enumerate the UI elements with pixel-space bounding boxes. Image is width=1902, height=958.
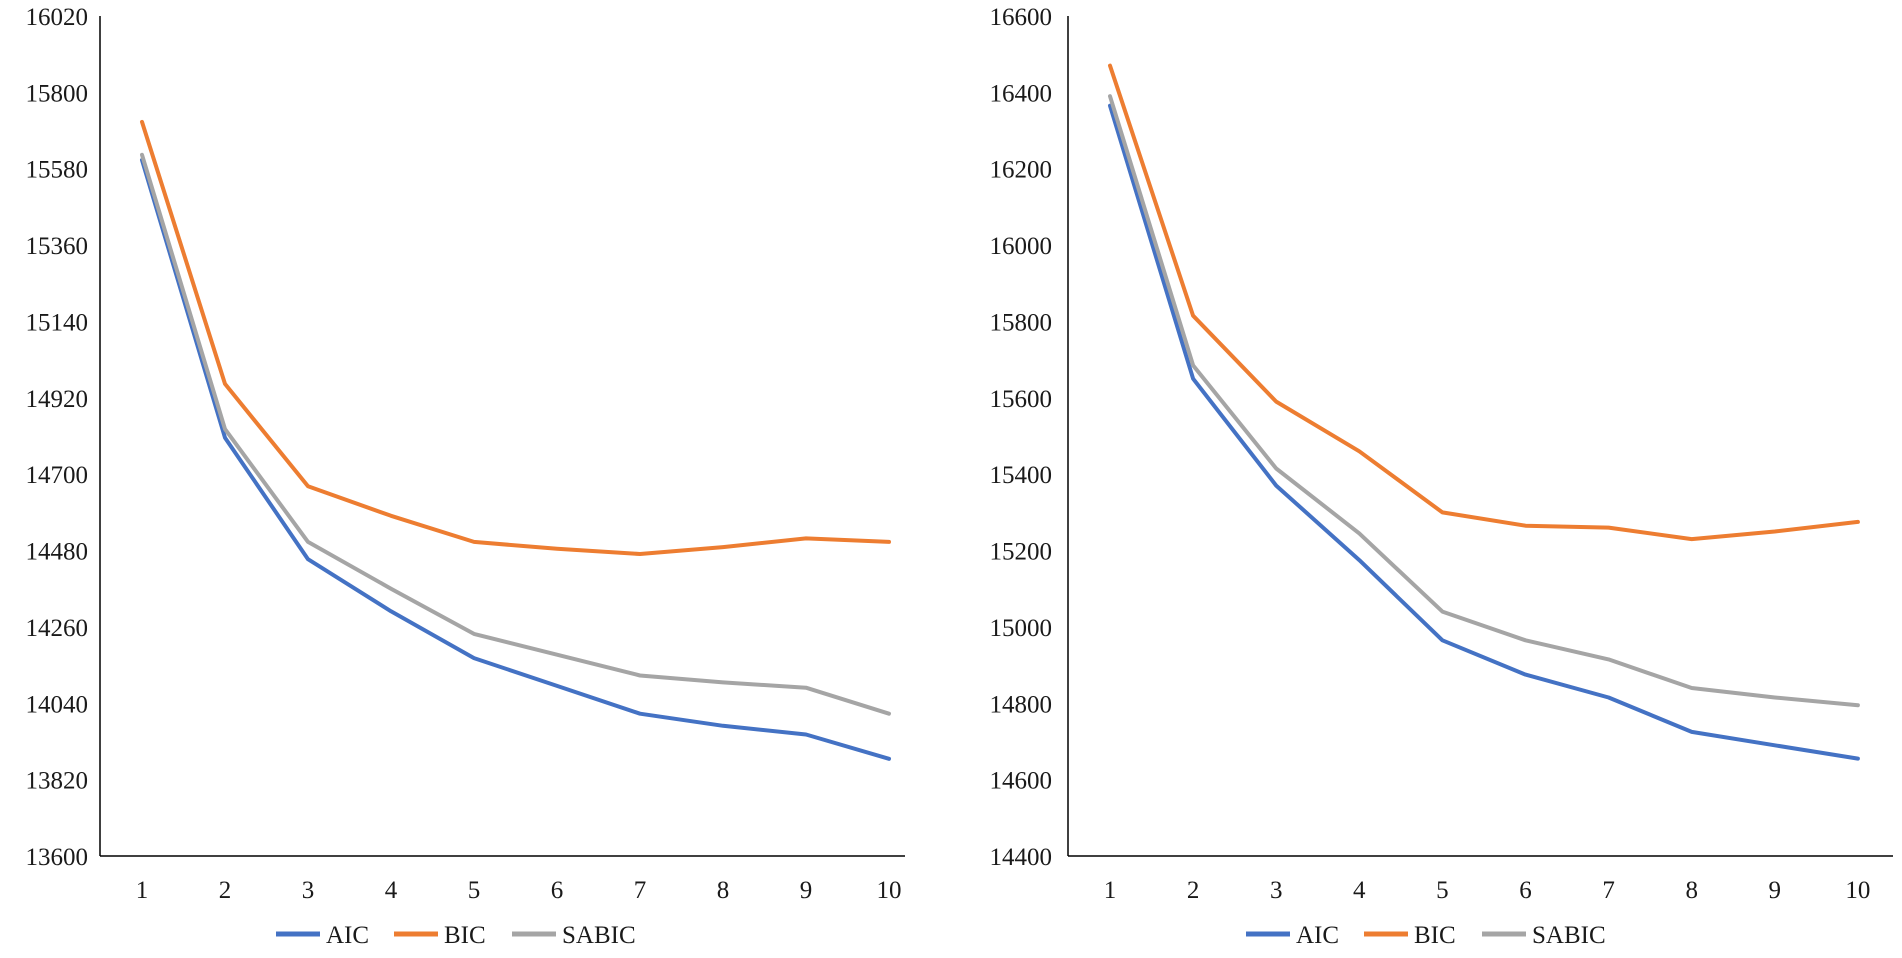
- x-tick-label: 4: [385, 877, 398, 904]
- left-chart: 13600 13820 14040 14260 14480 14700 14920 15140…: [26, 4, 905, 949]
- y-tick-label: 13820: [26, 768, 89, 795]
- x-tick-label: 8: [717, 877, 730, 904]
- y-tick-label: 13600: [26, 844, 89, 871]
- y-tick-label: 15000: [990, 615, 1053, 642]
- y-tick-label: 14700: [26, 462, 89, 489]
- legend-item-sabic: SABIC: [1482, 922, 1606, 949]
- x-tick-label: 3: [1270, 877, 1283, 904]
- legend-item-bic: BIC: [394, 922, 486, 949]
- x-tick-label: 10: [877, 877, 902, 904]
- x-tick-label: 2: [219, 877, 232, 904]
- y-tick-label: 16400: [990, 80, 1053, 107]
- y-tick-label: 15800: [990, 309, 1053, 336]
- legend-label: SABIC: [1532, 922, 1606, 949]
- legend-item-aic: AIC: [1246, 922, 1339, 949]
- right-chart: 14400 14600 14800 15000 15200 15400 15600 15800…: [990, 4, 1893, 949]
- x-tick-label: 1: [1104, 877, 1117, 904]
- series-line-bic: [140, 119, 891, 556]
- y-tick-label: 14260: [26, 615, 89, 642]
- y-tick-label: 16200: [990, 157, 1053, 184]
- x-tick-label: 5: [1436, 877, 1449, 904]
- y-tick-label: 14600: [990, 768, 1053, 795]
- series-line-sabic: [1108, 94, 1860, 708]
- legend-item-sabic: SABIC: [512, 922, 636, 949]
- y-tick-label: 14040: [26, 691, 89, 718]
- x-tick-label: 1: [136, 877, 149, 904]
- series-line-sabic: [140, 152, 891, 716]
- y-tick-label: 14800: [990, 691, 1053, 718]
- y-tick-label: 16000: [990, 233, 1053, 260]
- legend-item-bic: BIC: [1364, 922, 1456, 949]
- y-tick-label: 15360: [26, 233, 89, 260]
- series-line-bic: [1108, 63, 1860, 542]
- y-tick-label: 15580: [26, 157, 89, 184]
- x-tick-label: 8: [1685, 877, 1698, 904]
- x-tick-label: 4: [1353, 877, 1366, 904]
- x-tick-label: 7: [634, 877, 647, 904]
- x-tick-label: 6: [551, 877, 564, 904]
- legend-label: BIC: [1414, 922, 1456, 949]
- y-tick-label: 14400: [990, 844, 1053, 871]
- y-tick-label: 15200: [990, 539, 1053, 566]
- y-tick-label: 14920: [26, 386, 89, 413]
- legend-label: AIC: [1296, 922, 1339, 949]
- x-tick-label: 7: [1602, 877, 1615, 904]
- x-tick-label: 9: [800, 877, 813, 904]
- x-tick-label: 3: [302, 877, 315, 904]
- y-tick-label: 16020: [26, 4, 89, 31]
- series-line-aic: [1108, 103, 1860, 761]
- y-tick-label: 15140: [26, 309, 89, 336]
- x-tick-label: 9: [1769, 877, 1782, 904]
- y-tick-label: 15800: [26, 80, 89, 107]
- y-tick-label: 16600: [990, 4, 1053, 31]
- legend-label: SABIC: [562, 922, 636, 949]
- series-line-aic: [140, 158, 891, 761]
- legend-item-aic: AIC: [276, 922, 369, 949]
- legend-label: BIC: [444, 922, 486, 949]
- legend-label: AIC: [326, 922, 369, 949]
- x-tick-label: 6: [1519, 877, 1532, 904]
- y-tick-label: 14480: [26, 539, 89, 566]
- y-tick-label: 15600: [990, 386, 1053, 413]
- x-tick-label: 10: [1845, 877, 1870, 904]
- x-tick-label: 5: [468, 877, 481, 904]
- y-tick-label: 15400: [990, 462, 1053, 489]
- x-tick-label: 2: [1187, 877, 1200, 904]
